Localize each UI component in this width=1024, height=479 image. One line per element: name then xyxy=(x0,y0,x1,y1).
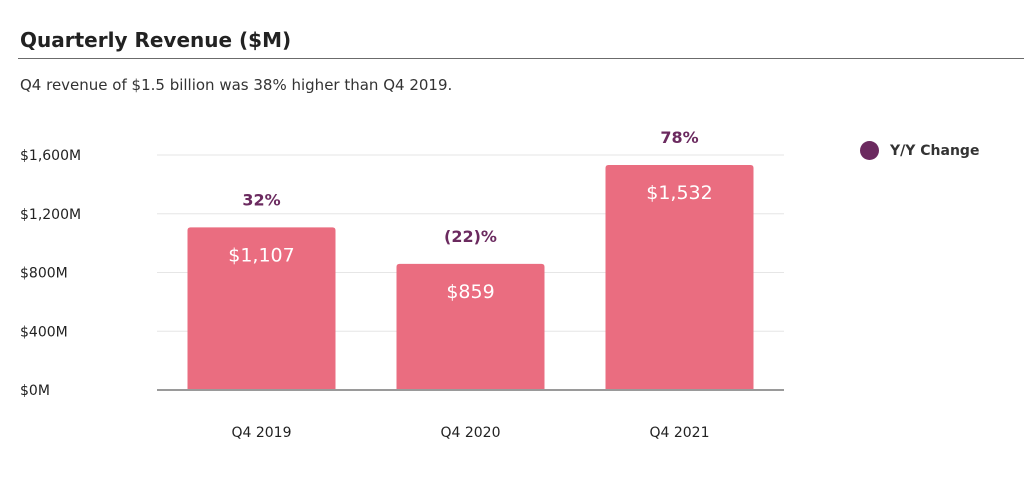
chart-subtitle: Q4 revenue of $1.5 billion was 38% highe… xyxy=(20,76,453,94)
bar-value-label: $1,532 xyxy=(646,182,712,204)
chart-title: Quarterly Revenue ($M) xyxy=(20,28,292,52)
y-axis-ticks: $0M $400M $800M $1,200M $1,600M xyxy=(20,148,81,399)
yoy-change-label: (22)% xyxy=(444,227,497,246)
y-tick-label: $800M xyxy=(20,266,68,282)
bar xyxy=(605,164,754,390)
y-tick-label: $400M xyxy=(20,324,68,340)
legend-swatch xyxy=(860,141,879,160)
x-axis-ticks: Q4 2019 Q4 2020 Q4 2021 xyxy=(231,425,709,441)
x-tick-label: Q4 2019 xyxy=(231,425,291,441)
legend: Y/Y Change xyxy=(860,141,979,160)
bar xyxy=(396,263,545,390)
bar-value-label: $859 xyxy=(446,281,494,303)
y-tick-label: $1,600M xyxy=(20,148,81,164)
y-tick-label: $1,200M xyxy=(20,207,81,223)
legend-label: Y/Y Change xyxy=(890,142,980,159)
x-tick-label: Q4 2020 xyxy=(440,425,500,441)
bars: $1,107 32% $859 (22)% $1,532 78% xyxy=(187,128,754,390)
title-divider xyxy=(18,58,1024,59)
bar xyxy=(187,227,336,390)
yoy-change-label: 32% xyxy=(242,190,280,209)
y-tick-label: $0M xyxy=(20,383,50,399)
yoy-change-label: 78% xyxy=(660,128,698,147)
x-tick-label: Q4 2021 xyxy=(649,425,709,441)
bar-value-label: $1,107 xyxy=(228,244,294,266)
